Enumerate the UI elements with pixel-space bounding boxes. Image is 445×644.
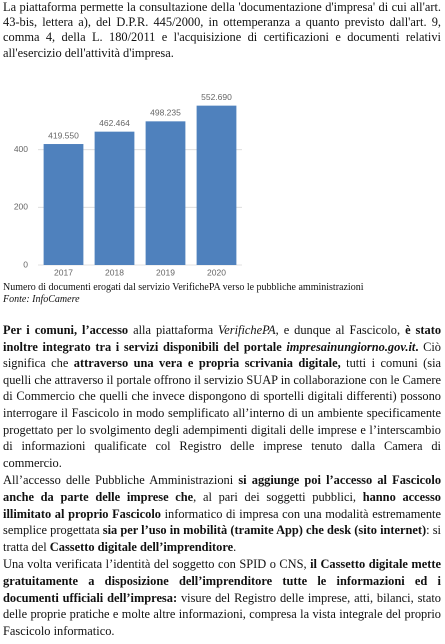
paragraph: All’accesso delle Pubbliche Amministrazi…: [0, 472, 445, 555]
data-label: 498.235: [150, 108, 181, 118]
x-tick-label: 2017: [54, 267, 73, 277]
text-run: : si tratta del: [3, 523, 441, 554]
text-run: Ciò significa che: [3, 339, 442, 371]
text-run: , al pari dei soggetti pubblici,: [193, 489, 363, 504]
y-tick-label: 0: [23, 259, 28, 269]
text-run: attraverso una vera e propria scrivania …: [73, 356, 341, 371]
text-run: .: [415, 339, 419, 354]
text-run: VerifichePA: [218, 323, 276, 337]
text-run: il Cassetto digitale mette gratuitamente…: [3, 557, 441, 605]
x-tick-label: 2020: [207, 267, 226, 277]
data-label: 462.464: [99, 118, 130, 128]
bar: [94, 131, 135, 265]
caption-text: Numero di documenti erogati dal servizio…: [3, 282, 364, 293]
text-run: Per i comuni, l’accesso: [3, 323, 129, 337]
bar: [145, 121, 186, 265]
text-run: Una volta verificata l’identità del sogg…: [3, 557, 311, 572]
text-run: è stato inoltre integrato tra i servizi …: [3, 323, 442, 354]
text-run: hanno accesso illimitato al proprio Fasc…: [3, 489, 441, 521]
text-run: sia per l’uso in mobilità (tramite App) …: [102, 523, 427, 538]
text-run: visure del Registro delle imprese, atti,…: [3, 590, 441, 638]
text-run: alla piattaforma: [128, 323, 219, 337]
data-label: 419.550: [48, 130, 79, 140]
paragraph: Per i comuni, l’accesso alla piattaforma…: [0, 322, 445, 471]
intro-paragraph: La piattaforma permette la consultazione…: [3, 0, 441, 60]
y-tick-label: 200: [14, 202, 28, 212]
text-run: tutti i comuni (sia quelli che attravers…: [3, 356, 442, 470]
text-run: impresainungiorno.gov.it: [286, 339, 416, 354]
bar: [196, 105, 237, 265]
text-run: .: [233, 539, 237, 554]
paragraph: Una volta verificata l’identità del sogg…: [0, 556, 445, 639]
data-label: 552.690: [201, 92, 232, 102]
bar: [43, 144, 84, 265]
x-tick-label: 2019: [156, 267, 175, 277]
x-tick-label: 2018: [105, 267, 124, 277]
chart: 0 200 400 2017 419.550 2018 462.464 2019 498.235…: [14, 92, 242, 277]
text-run: informatico di impresa con una modalità …: [3, 506, 441, 538]
text-run: , e dunque al Fascicolo,: [275, 323, 406, 337]
text-run: si aggiunge poi l’accesso al Fascicolo a…: [3, 473, 442, 504]
caption: Numero di documenti erogati dal servizio…: [3, 282, 363, 305]
text-run: Cassetto digitale dell’imprenditore: [49, 539, 234, 554]
body: Per i comuni, l’accesso alla piattaforma…: [0, 322, 445, 640]
text-run: All’accesso delle Pubbliche Amministrazi…: [3, 473, 239, 488]
caption-source: Fonte: InfoCamere: [3, 293, 80, 305]
y-tick-label: 400: [14, 144, 28, 154]
